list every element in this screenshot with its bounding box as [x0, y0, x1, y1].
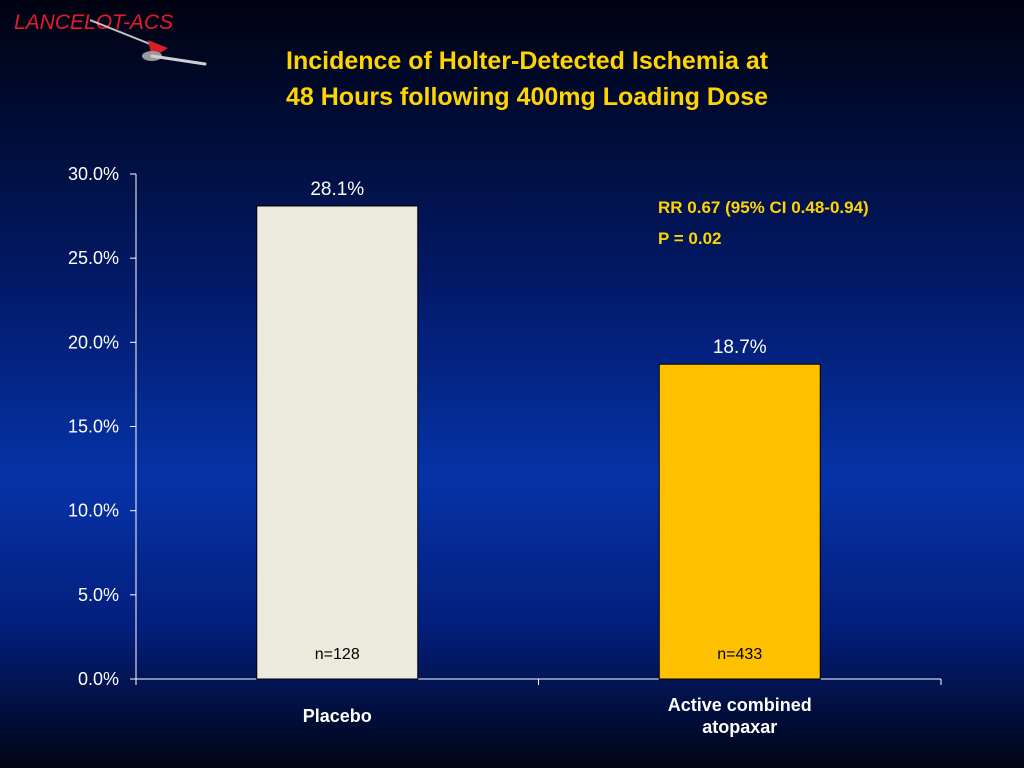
bar-value-label: 28.1% — [310, 179, 364, 200]
y-tick-label: 15.0% — [68, 417, 119, 437]
bar — [658, 363, 821, 680]
y-tick-label: 10.0% — [68, 501, 119, 521]
relative-risk-annotation: RR 0.67 (95% CI 0.48-0.94) — [658, 198, 869, 217]
y-tick-label: 20.0% — [68, 332, 119, 352]
y-tick-label: 25.0% — [68, 248, 119, 268]
y-tick-label: 0.0% — [78, 669, 119, 689]
y-tick-label: 5.0% — [78, 585, 119, 605]
x-category-label: Active combined atopaxar — [667, 695, 812, 737]
y-tick-label: 30.0% — [68, 164, 119, 184]
bar-value-label: 18.7% — [713, 337, 767, 358]
p-value-annotation: P = 0.02 — [658, 229, 722, 248]
chart-title-line-1: Incidence of Holter-Detected Ischemia at — [286, 47, 769, 75]
chart-title-line-2: 48 Hours following 400mg Loading Dose — [286, 83, 769, 111]
bar-n-label: n=433 — [717, 646, 762, 663]
logo-arrow-icon — [90, 19, 207, 66]
bar — [256, 205, 419, 680]
x-category-label: Placebo — [302, 706, 372, 726]
bar-n-label: n=128 — [315, 646, 360, 663]
